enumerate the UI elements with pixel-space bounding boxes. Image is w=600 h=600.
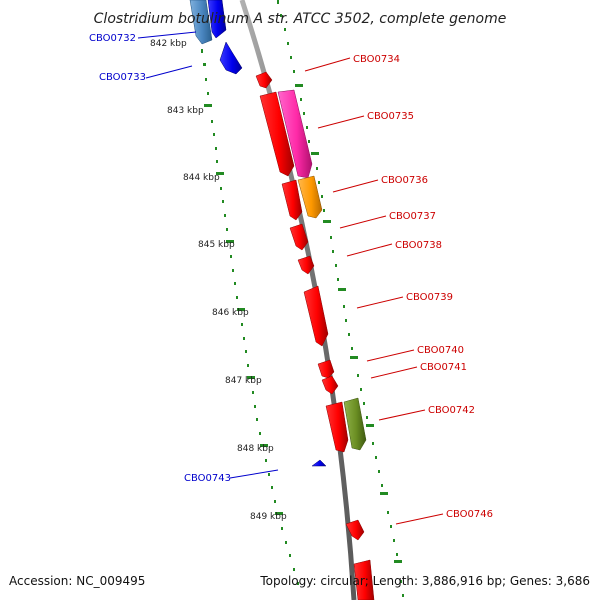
label-cbo0733[interactable]: CBO0733 [99, 72, 146, 83]
topology-text: Topology: circular; Length: 3,886,916 bp… [260, 574, 590, 588]
connector-cbo0734 [304, 57, 351, 72]
connector-cbo0736 [332, 179, 379, 193]
gene-cbo0742-olive[interactable] [343, 397, 367, 451]
label-cbo0735[interactable]: CBO0735 [367, 111, 414, 122]
label-connectors [137, 31, 444, 525]
label-cbo0734[interactable]: CBO0734 [353, 54, 400, 65]
scale-label-843: 843 kbp [167, 106, 204, 116]
scale-ticks-outer [277, 0, 404, 597]
connector-cbo0735 [317, 115, 365, 129]
connector-cbo0738 [346, 243, 393, 257]
gene-cbo0733[interactable] [219, 41, 243, 75]
label-cbo0746[interactable]: CBO0746 [446, 509, 493, 520]
forward-strand-genes [255, 71, 375, 600]
label-cbo0741[interactable]: CBO0741 [420, 362, 467, 373]
connector-cbo0742 [378, 409, 426, 421]
gene-cbo0736[interactable] [281, 179, 303, 221]
scale-labels: 842 kbp 843 kbp 844 kbp 845 kbp 846 kbp … [150, 39, 287, 522]
connector-cbo0743 [229, 469, 279, 479]
scale-label-842: 842 kbp [150, 39, 187, 49]
gene-cbo0739[interactable] [303, 285, 329, 347]
label-cbo0740[interactable]: CBO0740 [417, 345, 464, 356]
label-cbo0743[interactable]: CBO0743 [184, 473, 231, 484]
accession-text: Accession: NC_009495 [9, 574, 146, 588]
gene-cbo0746[interactable] [345, 519, 365, 541]
gene-cbo0740[interactable] [317, 359, 335, 379]
map-title: Clostridium botulinum A str. ATCC 3502, … [94, 11, 507, 27]
gene-cbo0741[interactable] [321, 375, 339, 395]
label-cbo0732[interactable]: CBO0732 [89, 33, 136, 44]
scale-label-847: 847 kbp [225, 376, 262, 386]
connector-cbo0737 [339, 215, 387, 229]
genome-backbone [239, 0, 357, 600]
scale-label-845: 845 kbp [198, 240, 235, 250]
connector-cbo0739 [356, 296, 404, 309]
gene-cbo0742[interactable] [325, 401, 349, 453]
gene-cbo0738[interactable] [297, 255, 315, 275]
gene-cbo0743[interactable] [311, 459, 327, 467]
gene-cbo0732-blue[interactable] [207, 0, 227, 39]
gene-cbo0735-magenta[interactable] [277, 89, 313, 179]
connector-cbo0746 [395, 513, 444, 525]
scale-label-849: 849 kbp [250, 512, 287, 522]
scale-label-844: 844 kbp [183, 173, 220, 183]
label-cbo0739[interactable]: CBO0739 [406, 292, 453, 303]
connector-cbo0740 [366, 349, 415, 362]
label-cbo0742[interactable]: CBO0742 [428, 405, 475, 416]
gene-cbo0746-next[interactable] [353, 559, 375, 600]
connector-cbo0732 [137, 31, 197, 39]
label-cbo0738[interactable]: CBO0738 [395, 240, 442, 251]
scale-label-846: 846 kbp [212, 308, 249, 318]
connector-cbo0733 [145, 65, 193, 79]
gene-cbo0736-orange[interactable] [297, 175, 323, 219]
gene-cbo0735[interactable] [259, 91, 295, 177]
scale-ticks-inner [197, 28, 299, 585]
gene-labels: CBO0732 CBO0733 CBO0734 CBO0735 CBO0736 … [89, 33, 493, 520]
label-cbo0737[interactable]: CBO0737 [389, 211, 436, 222]
gene-cbo0737[interactable] [289, 223, 309, 251]
label-cbo0736[interactable]: CBO0736 [381, 175, 428, 186]
scale-label-848: 848 kbp [237, 444, 274, 454]
gene-cbo0734[interactable] [255, 71, 273, 89]
gene-cbo0732-steelblue[interactable] [189, 0, 213, 45]
reverse-strand-genes [189, 0, 327, 467]
connector-cbo0741 [370, 366, 418, 379]
